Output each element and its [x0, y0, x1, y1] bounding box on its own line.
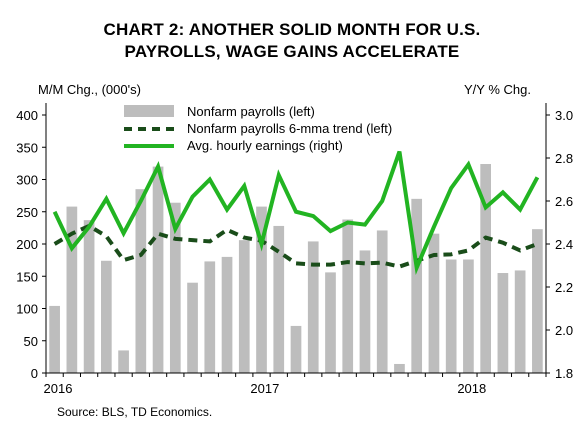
bar-2016-03 [83, 220, 95, 373]
bar-2016-01 [49, 305, 60, 373]
y-left-tick-label: 50 [24, 334, 38, 349]
y-right-tick-label: 1.8 [555, 366, 573, 381]
y-left-tick-label: 250 [16, 205, 38, 220]
bar-2016-06 [135, 189, 147, 373]
bar-2016-07 [152, 166, 164, 373]
bar-2017-05 [325, 272, 336, 373]
y-left-tick-label: 100 [16, 302, 38, 317]
y-right-tick-label: 2.8 [555, 151, 573, 166]
bar-2017-12 [445, 259, 457, 373]
bar-2017-04 [307, 241, 319, 373]
chart-title-line1: CHART 2: ANOTHER SOLID MONTH FOR U.S. [103, 20, 481, 39]
bar-2016-08 [169, 202, 181, 373]
y-axis-left-label: M/M Chg., (000's) [38, 82, 141, 97]
bar-2018-05 [532, 229, 543, 373]
bar-2018-03 [497, 273, 509, 373]
x-tick-label: 2018 [457, 381, 486, 396]
bar-2017-02 [273, 225, 285, 373]
bar-2016-05 [118, 350, 129, 373]
y-right-tick-label: 2.0 [555, 323, 573, 338]
bar-2017-07 [359, 250, 371, 373]
line-hourly-earnings [52, 150, 540, 275]
legend: Nonfarm payrolls (left) Nonfarm payrolls… [124, 104, 392, 153]
bar-2017-11 [428, 233, 440, 373]
chart-title-line2: PAYROLLS, WAGE GAINS ACCELERATE [124, 42, 460, 61]
bar-2017-01 [256, 206, 267, 373]
bar-2016-12 [238, 240, 250, 373]
y-left-tick-label: 200 [16, 237, 38, 252]
bar-2016-04 [101, 260, 112, 373]
y-left-tick-label: 150 [16, 269, 38, 284]
y-axis-right-label: Y/Y % Chg. [464, 82, 531, 97]
bar-2018-01 [463, 259, 474, 373]
legend-label-earnings: Avg. hourly earnings (right) [187, 138, 343, 153]
legend-label-trend: Nonfarm payrolls 6-mma trend (left) [187, 121, 392, 136]
y-left-tick-label: 0 [31, 366, 38, 381]
legend-label-payrolls: Nonfarm payrolls (left) [187, 104, 315, 119]
source-note: Source: BLS, TD Economics. [57, 405, 213, 419]
x-tick-label: 2017 [250, 381, 279, 396]
y-right-tick-label: 2.4 [555, 237, 573, 252]
bar-2016-11 [221, 256, 233, 373]
bar-2016-09 [187, 282, 198, 373]
y-left-tick-label: 350 [16, 140, 38, 155]
y-right-tick-label: 2.6 [555, 194, 573, 209]
x-tick-label: 2016 [44, 381, 73, 396]
y-left-tick-label: 400 [16, 108, 38, 123]
bar-2017-03 [290, 325, 302, 373]
y-right-tick-label: 3.0 [555, 108, 573, 123]
bar-2018-04 [514, 270, 526, 373]
bar-2016-02 [66, 206, 78, 373]
y-right-tick-label: 2.2 [555, 280, 573, 295]
bar-2018-02 [480, 164, 491, 373]
bar-2017-06 [342, 219, 354, 373]
y-left-tick-label: 300 [16, 173, 38, 188]
bar-2017-10 [411, 198, 423, 373]
legend-swatch-payrolls [124, 105, 174, 117]
bar-2017-09 [394, 363, 405, 373]
bar-2017-08 [376, 230, 388, 373]
bar-2016-10 [204, 261, 216, 373]
